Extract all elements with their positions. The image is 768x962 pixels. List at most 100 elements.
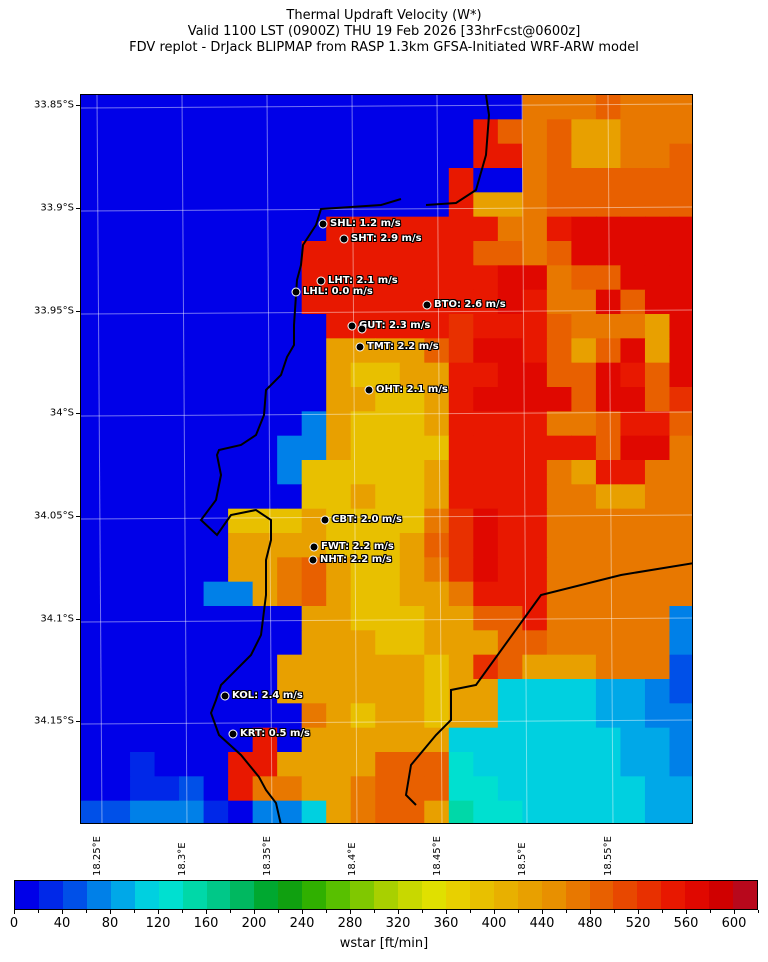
heatmap-cell	[669, 168, 692, 193]
heatmap-cell	[301, 314, 327, 339]
colorbar-tick-mark	[590, 910, 591, 914]
heatmap-cell	[644, 533, 671, 558]
heatmap-cell	[669, 557, 692, 583]
heatmap-cell	[571, 265, 597, 291]
heatmap-cell	[130, 168, 156, 193]
heatmap-cell	[326, 192, 352, 218]
heatmap-cell	[669, 460, 692, 485]
heatmap-cell	[81, 435, 107, 461]
heatmap-cell	[595, 216, 622, 242]
heatmap-cell	[277, 679, 303, 704]
heatmap-cell	[473, 557, 499, 583]
heatmap-cell	[595, 460, 622, 485]
heatmap-cell	[81, 727, 107, 753]
heatmap-cell	[424, 241, 450, 266]
longitude-gridline	[436, 95, 443, 823]
heatmap-cell	[399, 387, 425, 412]
heatmap-cell	[375, 557, 401, 583]
heatmap-cell	[669, 387, 692, 412]
y-tick-label: 33.9°S	[40, 202, 74, 214]
heatmap-cell	[473, 192, 499, 218]
heatmap-cell	[424, 776, 450, 802]
heatmap-cell	[326, 435, 352, 461]
heatmap-cell	[522, 289, 548, 315]
heatmap-cell	[522, 776, 548, 802]
heatmap-cell	[595, 606, 622, 631]
heatmap-cell	[81, 265, 107, 291]
heatmap-cell	[595, 654, 622, 680]
colorbar-tick-label: 280	[337, 916, 363, 931]
heatmap-cell	[522, 703, 548, 729]
colorbar-tick-mark	[182, 910, 183, 913]
heatmap-cell	[669, 679, 692, 704]
heatmap-cell	[497, 411, 523, 437]
heatmap-cell	[105, 606, 131, 631]
chart-title: Thermal Updraft Velocity (W*)	[286, 8, 482, 23]
heatmap-cell	[448, 95, 474, 120]
heatmap-cell	[497, 703, 523, 729]
heatmap-cell	[179, 460, 205, 485]
heatmap-cell	[620, 557, 646, 583]
heatmap-cell	[154, 654, 180, 680]
latitude-gridline	[81, 719, 692, 725]
heatmap-cell	[179, 216, 205, 242]
heatmap-cell	[620, 119, 646, 145]
heatmap-cell	[473, 241, 499, 266]
heatmap-cell	[669, 241, 692, 266]
heatmap-cell	[350, 800, 376, 823]
heatmap-cell	[350, 143, 376, 169]
heatmap-cell	[228, 606, 254, 631]
heatmap-cell	[154, 435, 180, 461]
heatmap-cell	[154, 630, 180, 656]
heatmap-cell	[154, 338, 180, 364]
heatmap-cell	[571, 168, 597, 193]
heatmap-cell	[326, 168, 352, 193]
heatmap-cell	[252, 314, 278, 339]
heatmap-cell	[399, 533, 425, 558]
heatmap-cell	[277, 800, 303, 823]
heatmap-cell	[595, 387, 622, 412]
heatmap-cell	[448, 411, 474, 437]
heatmap-cell	[448, 192, 474, 218]
heatmap-cell	[105, 581, 131, 607]
heatmap-cell	[620, 581, 646, 607]
heatmap-cell	[497, 508, 523, 534]
heatmap-cell	[179, 776, 205, 802]
heatmap-cell	[546, 168, 572, 193]
heatmap-cell	[620, 387, 646, 412]
heatmap-cell	[375, 314, 401, 339]
heatmap-cell	[375, 216, 401, 242]
heatmap-cell	[326, 776, 352, 802]
heatmap-cell	[571, 338, 597, 364]
y-tick-mark	[76, 208, 80, 209]
heatmap-cell	[301, 289, 327, 315]
heatmap-cell	[497, 265, 523, 291]
heatmap-cell	[473, 752, 499, 777]
heatmap-cell	[105, 679, 131, 704]
heatmap-cell	[669, 484, 692, 510]
heatmap-cell	[228, 557, 254, 583]
heatmap-cell	[399, 362, 425, 388]
heatmap-cell	[571, 119, 597, 145]
heatmap-cell	[277, 484, 303, 510]
heatmap-cell	[301, 484, 327, 510]
heatmap-cell	[424, 727, 450, 753]
heatmap-cell	[154, 508, 180, 534]
heatmap-cell	[595, 314, 622, 339]
heatmap-cell	[375, 484, 401, 510]
heatmap-cell	[277, 95, 303, 120]
heatmap-cell	[448, 435, 474, 461]
heatmap-cell	[620, 143, 646, 169]
colorbar-bin	[733, 881, 758, 909]
colorbar-bin	[38, 881, 63, 909]
heatmap-cell	[644, 800, 671, 823]
heatmap-cell	[424, 533, 450, 558]
station-marker	[220, 691, 230, 701]
heatmap-cell	[497, 800, 523, 823]
heatmap-cell	[252, 143, 278, 169]
heatmap-cell	[595, 533, 622, 558]
heatmap-cell	[154, 241, 180, 266]
heatmap-cell	[399, 776, 425, 802]
heatmap-cell	[448, 119, 474, 145]
heatmap-cell	[669, 776, 692, 802]
